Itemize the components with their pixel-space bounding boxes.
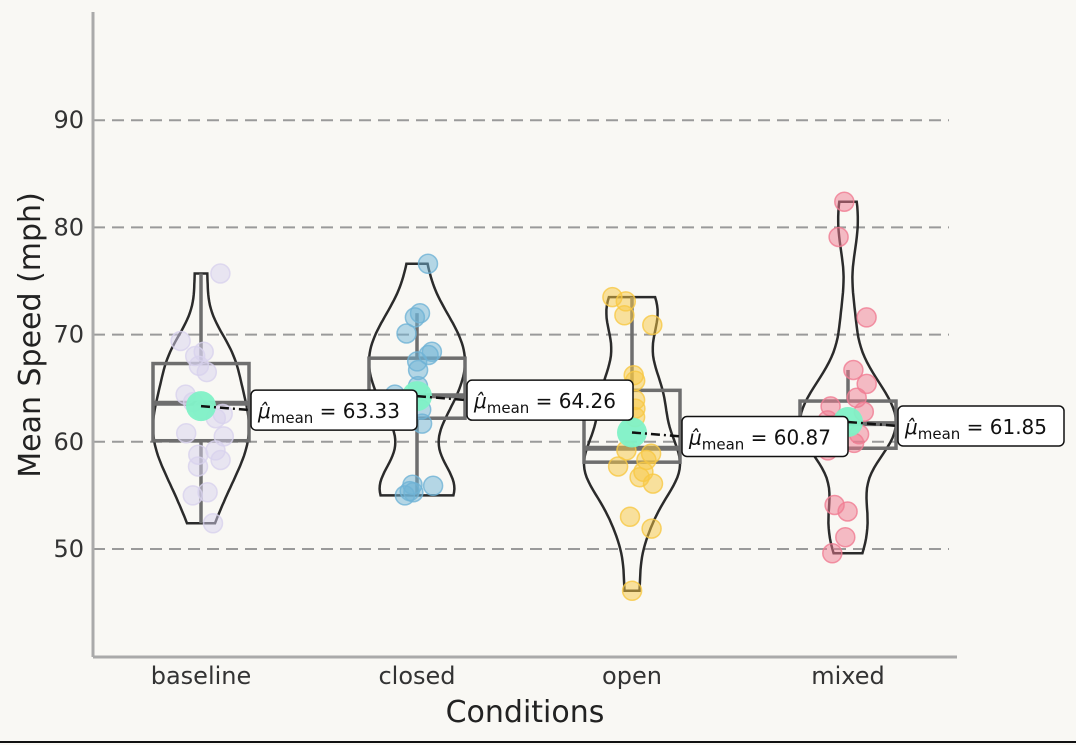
data-point-baseline [196,361,218,383]
data-point-baseline [210,449,231,471]
x-tick-label: baseline [151,662,252,690]
data-point-mixed [837,501,858,522]
axes: 50 60 70 80 90 baseline closed open mixed [53,12,957,690]
data-point-closed [394,485,416,506]
mean-connector-closed [416,394,468,402]
data-point-baseline [210,263,231,284]
data-point-mixed [822,543,843,564]
mean-label-baseline: μ̂mean = 63.33 [257,399,400,427]
data-point-baseline [187,456,209,477]
y-tick-label: 70 [53,321,84,349]
mean-label-box-open [681,415,849,458]
data-point-open [641,518,662,539]
mean-connector-open [631,431,683,438]
data-point-mixed [843,359,864,381]
data-point-open [607,456,629,477]
x-tick-label: closed [378,662,455,690]
mean-label-open: μ̂mean = 60.87 [688,425,831,453]
data-point-open [642,473,664,494]
data-point-baseline [170,330,191,352]
data-point-baseline [175,422,197,444]
mean-connector-mixed [847,420,899,428]
mean-label-box-baseline [250,389,418,431]
mean-label-mixed: μ̂mean = 61.85 [904,415,1047,443]
data-point-mixed [835,526,856,548]
mean-connector-baseline [200,404,252,412]
mean-label-closed: μ̂mean = 64.26 [473,389,616,417]
data-point-open [619,506,641,528]
data-point-baseline [182,485,204,506]
data-point-mixed [834,191,855,212]
x-tick-label: mixed [811,662,885,690]
x-tick-label: open [602,662,662,690]
data-point-mixed [856,307,877,328]
data-point-mixed [828,226,849,248]
mean-label-box-mixed [897,405,1065,447]
data-point-closed [417,253,439,275]
data-point-closed [422,475,444,497]
data-point-open [642,314,663,336]
data-point-open [621,580,643,602]
y-axis-title: Mean Speed (mph) [13,192,48,478]
y-tick-label: 80 [53,213,84,241]
y-tick-label: 60 [53,428,84,456]
y-tick-label: 90 [53,106,84,134]
data-point-mixed [856,373,877,395]
data-point-closed [404,307,426,328]
data-point-open [614,305,635,326]
mean-label-box-closed [466,379,634,421]
data-point-closed [396,323,417,344]
data-point-baseline [202,513,224,534]
mean-annotations: μ̂mean = 63.33 μ̂mean = 64.26 μ̂mean = 60.… [200,379,1065,458]
y-tick-label: 50 [53,535,84,563]
x-axis-title: Conditions [446,695,605,730]
